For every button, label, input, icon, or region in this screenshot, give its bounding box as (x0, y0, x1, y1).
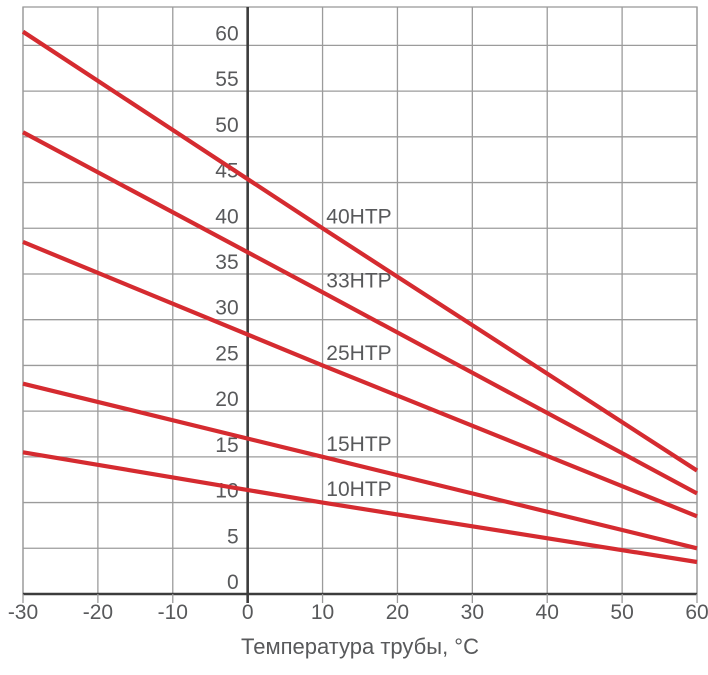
series-line-33htp (22, 130, 698, 496)
x-tick-label: 40 (536, 601, 559, 624)
series-label-15htp: 15HTP (326, 433, 391, 456)
series-line-15htp (22, 381, 698, 551)
y-tick-label: 50 (215, 114, 238, 137)
series-line-40htp (21, 29, 699, 473)
series-label-40htp: 40HTP (326, 206, 391, 229)
y-tick-label: 0 (227, 571, 239, 594)
series-label-33htp: 33HTP (326, 269, 391, 292)
y-tick-label: 20 (215, 388, 238, 411)
y-tick-label: 45 (215, 160, 238, 183)
y-tick-label: 40 (215, 205, 238, 228)
x-tick-label: -20 (83, 601, 113, 624)
series-label-25htp: 25HTP (326, 342, 391, 365)
x-tick-label: -30 (8, 601, 38, 624)
y-tick-label: 25 (215, 342, 238, 365)
y-tick-label: 60 (215, 22, 238, 45)
y-tick-label: 35 (215, 251, 238, 274)
series-line-25htp (22, 240, 698, 519)
y-tick-label: 30 (215, 297, 238, 320)
series-label-10htp: 10HTP (326, 478, 391, 501)
x-tick-label: 30 (461, 601, 484, 624)
y-tick-label: 5 (227, 525, 239, 548)
x-tick-label: 20 (386, 601, 409, 624)
x-tick-label: 50 (610, 601, 633, 624)
x-tick-label: 60 (685, 601, 708, 624)
plot-border (22, 6, 698, 595)
y-tick-label: 15 (215, 434, 238, 457)
x-tick-label: 10 (311, 601, 334, 624)
x-tick-label: 0 (242, 601, 254, 624)
series-line-10htp (22, 450, 698, 565)
y-tick-label: 10 (215, 480, 238, 503)
x-tick-label: -10 (158, 601, 188, 624)
y-tick-label: 55 (215, 68, 238, 91)
x-axis-title: Температура трубы, °C (241, 634, 479, 659)
